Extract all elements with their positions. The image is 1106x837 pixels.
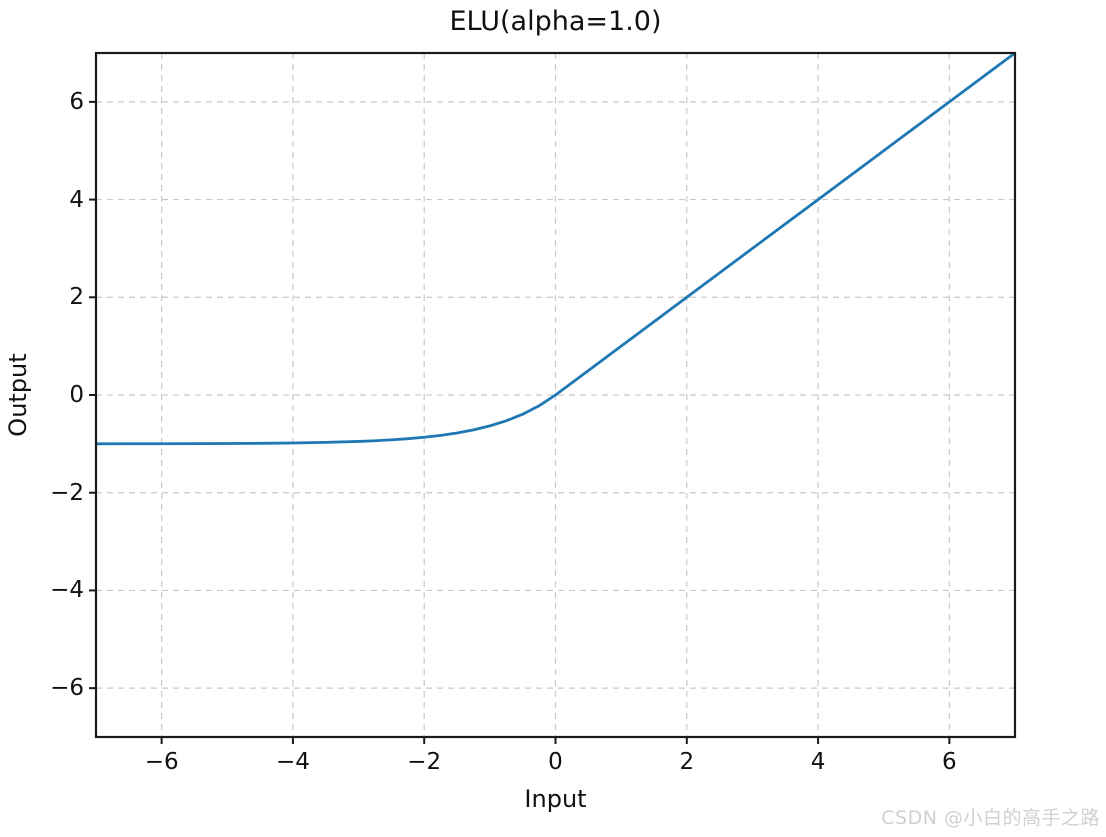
y-tick-label: 2 xyxy=(69,284,84,311)
x-tick-label: −4 xyxy=(275,749,310,775)
x-tick-label: 6 xyxy=(942,749,957,775)
x-tick-label: 0 xyxy=(548,749,563,775)
chart-title: ELU(alpha=1.0) xyxy=(449,6,662,37)
plot-area xyxy=(89,51,1017,744)
x-tick-label: 4 xyxy=(810,749,826,775)
chart-canvas xyxy=(89,51,1017,744)
y-tick-label: 0 xyxy=(69,382,84,408)
x-axis-label: Input xyxy=(524,785,587,813)
y-tick-label: −2 xyxy=(50,479,84,506)
x-tick-label: −6 xyxy=(144,749,179,775)
y-tick-label: 6 xyxy=(69,88,84,115)
watermark-text: CSDN @小白的高手之路 xyxy=(881,807,1100,829)
y-tick-label: −6 xyxy=(50,675,84,702)
axes-spines xyxy=(94,51,1017,739)
x-tick-label: −2 xyxy=(407,749,442,775)
y-tick-label: 4 xyxy=(69,186,84,213)
x-tick-label: 2 xyxy=(679,749,695,775)
y-tick-label: −4 xyxy=(50,577,84,604)
series-line-elu xyxy=(95,51,1016,446)
